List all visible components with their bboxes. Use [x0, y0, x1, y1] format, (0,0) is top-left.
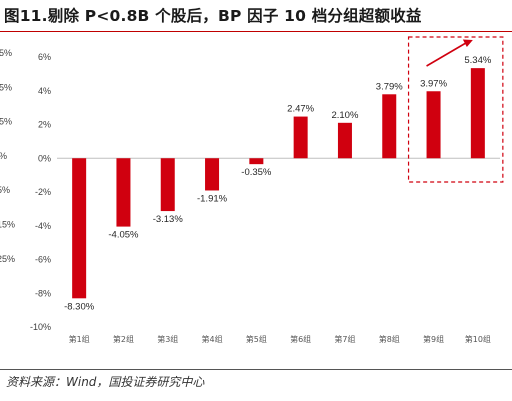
left-partial-tick-label: -25%: [0, 254, 15, 264]
x-tick-label-9: 第9组: [423, 334, 444, 344]
bar-10: [470, 68, 485, 159]
y-tick-label: 4%: [38, 86, 51, 96]
y-tick-label: 2%: [38, 120, 51, 130]
title-divider: [0, 31, 512, 32]
data-label-1: -8.30%: [64, 301, 95, 312]
x-tick-label-3: 第3组: [157, 334, 178, 344]
x-tick-label-7: 第7组: [334, 334, 355, 344]
left-partial-tick-label: 25%: [0, 82, 12, 92]
data-label-8: 3.79%: [376, 81, 403, 92]
bar-9: [426, 91, 441, 159]
source-note: 资料来源：Wind，国投证券研究中心: [6, 375, 205, 389]
bar-8: [382, 94, 397, 159]
left-partial-tick-label: -15%: [0, 220, 15, 230]
bar-4: [205, 158, 220, 191]
data-label-7: 2.10%: [331, 110, 358, 121]
x-tick-label-4: 第4组: [202, 334, 223, 344]
x-tick-label-2: 第2组: [113, 334, 134, 344]
trend-arrow-head: [462, 39, 473, 47]
data-label-4: -1.91%: [197, 193, 228, 204]
x-tick-label-10: 第10组: [465, 334, 491, 344]
x-tick-label-1: 第1组: [69, 334, 90, 344]
bar-3: [160, 158, 175, 212]
highlight-box: [407, 36, 504, 183]
data-label-5: -0.35%: [241, 167, 272, 178]
trend-arrow-line: [426, 42, 467, 67]
y-tick-label: -6%: [35, 255, 51, 265]
data-label-9: 3.97%: [420, 78, 447, 89]
footer-divider: [0, 369, 512, 370]
bar-6: [293, 116, 308, 159]
bar-2: [116, 158, 131, 227]
y-tick-label: -4%: [35, 221, 51, 231]
y-tick-label: -10%: [30, 322, 51, 332]
bar-1: [72, 158, 87, 299]
x-tick-label-6: 第6组: [290, 334, 311, 344]
data-label-10: 5.34%: [464, 55, 491, 66]
x-tick-label-8: 第8组: [379, 334, 400, 344]
data-label-6: 2.47%: [287, 104, 314, 115]
left-partial-tick-label: -5%: [0, 185, 10, 195]
x-tick-label-5: 第5组: [246, 334, 267, 344]
left-partial-tick-label: 5%: [0, 151, 7, 161]
y-tick-label: 6%: [38, 52, 51, 62]
bar-7: [337, 122, 352, 159]
left-partial-tick-label: 15%: [0, 117, 12, 127]
chart-title: 图11.剔除 P<0.8B 个股后，BP 因子 10 档分组超额收益: [4, 7, 422, 25]
y-tick-label: -2%: [35, 187, 51, 197]
data-label-3: -3.13%: [153, 214, 184, 225]
left-partial-tick-label: 35%: [0, 48, 12, 58]
y-tick-label: 0%: [38, 153, 51, 163]
data-label-2: -4.05%: [108, 230, 139, 241]
y-tick-label: -8%: [35, 288, 51, 298]
bar-5: [249, 158, 264, 165]
